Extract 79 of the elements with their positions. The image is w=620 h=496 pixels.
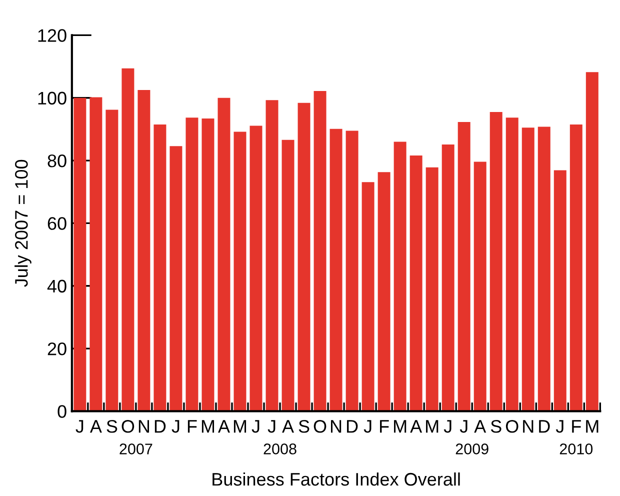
x-tick-label: S xyxy=(490,420,502,433)
text: 2008 xyxy=(264,444,296,454)
bar xyxy=(442,144,454,412)
x-tick-label: J xyxy=(76,420,84,433)
bar xyxy=(154,124,166,412)
x-tick-label: M xyxy=(202,420,214,433)
x-tick-label: O xyxy=(506,420,518,433)
x-tick-label: J xyxy=(556,420,564,433)
x-tick-label: F xyxy=(380,420,389,433)
x-tick-label: D xyxy=(154,420,166,433)
bar xyxy=(538,126,550,412)
x-tick-label: J xyxy=(364,420,372,433)
bar xyxy=(90,97,102,412)
x-tick-label: A xyxy=(90,420,102,433)
bar xyxy=(74,98,86,412)
y-tick-label: 120 xyxy=(38,29,66,42)
bar xyxy=(186,118,198,412)
x-tick-label: J xyxy=(268,420,276,433)
x-tick-label: A xyxy=(282,420,294,433)
bar xyxy=(378,172,390,412)
y-tick-label: 100 xyxy=(38,92,66,105)
bar xyxy=(586,72,598,412)
y-axis-title: July 2007 = 100 xyxy=(14,160,32,287)
x-tick-label: J xyxy=(172,420,180,433)
y-tick-label: 0 xyxy=(58,405,66,418)
bar xyxy=(458,122,470,412)
bar xyxy=(330,128,342,412)
bar xyxy=(474,162,486,412)
x-tick-label: S xyxy=(106,420,118,433)
x-tick-label: O xyxy=(314,420,326,433)
x-tick-label: O xyxy=(122,420,134,433)
y-tick-label: 40 xyxy=(47,280,66,293)
x-tick-label: N xyxy=(523,420,534,433)
x-tick-label: J xyxy=(444,420,452,433)
text: 2007 xyxy=(120,444,152,454)
x-tick-label: N xyxy=(138,420,149,433)
bar xyxy=(234,132,246,412)
y-tick-label: 80 xyxy=(48,154,66,168)
x-tick-label: A xyxy=(474,420,486,433)
bar xyxy=(570,124,582,412)
bar xyxy=(522,128,534,412)
bar xyxy=(426,167,438,412)
x-tick-label: D xyxy=(347,420,358,433)
bar xyxy=(410,156,422,412)
bar xyxy=(122,68,134,412)
bar xyxy=(394,142,406,412)
bar xyxy=(250,126,262,412)
bar xyxy=(266,100,278,412)
bar xyxy=(218,98,230,412)
bar xyxy=(106,110,118,412)
bar xyxy=(314,90,326,412)
x-tick-label: M xyxy=(426,420,438,433)
x-tick-label: M xyxy=(394,420,406,433)
x-tick-label: S xyxy=(298,420,310,433)
bar xyxy=(346,130,358,412)
x-tick-label: A xyxy=(218,420,230,433)
text: 2009 xyxy=(456,444,488,454)
bar xyxy=(282,140,294,412)
x-tick-label: F xyxy=(572,420,581,433)
x-tick-label: M xyxy=(234,420,246,433)
bar xyxy=(490,112,502,412)
text: 2010 xyxy=(560,444,593,454)
bar xyxy=(554,170,566,412)
x-tick-label: F xyxy=(188,420,197,433)
x-tick-label: A xyxy=(410,420,422,433)
bar xyxy=(138,90,150,412)
x-tick-label: N xyxy=(331,420,342,433)
bar xyxy=(202,118,214,412)
x-tick-label: D xyxy=(539,420,550,433)
x-axis-title: Business Factors Index Overall xyxy=(212,472,460,486)
y-tick-label: 60 xyxy=(48,217,66,230)
bar xyxy=(506,118,518,412)
bar xyxy=(170,146,182,412)
bar xyxy=(362,182,374,412)
x-tick-label: M xyxy=(586,420,598,433)
x-tick-label: J xyxy=(460,420,468,433)
y-tick-label: 20 xyxy=(48,342,66,356)
x-tick-label: J xyxy=(252,420,260,433)
bar xyxy=(298,102,310,412)
